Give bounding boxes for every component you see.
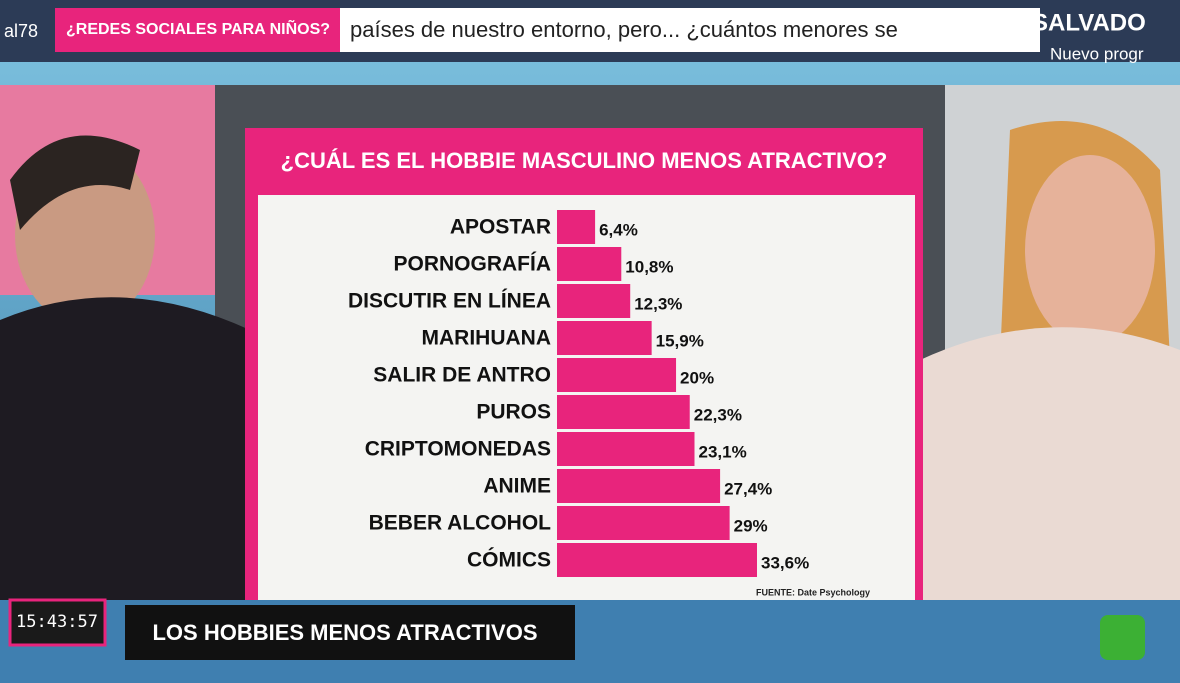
topic-box: [55, 8, 340, 52]
category-label: DISCUTIR EN LÍNEA: [348, 290, 551, 313]
clock: 15:43:57: [16, 612, 98, 632]
program-sub: Nuevo progr: [1050, 44, 1144, 63]
category-label: PUROS: [476, 401, 551, 424]
chart-title: ¿CUÁL ES EL HOBBIE MASCULINO MENOS ATRAC…: [281, 148, 888, 173]
bar: [557, 395, 690, 429]
bars: APOSTAR 6,4% PORNOGRAFÍA 10,8% DISCUTIR EN L…: [348, 210, 809, 577]
category-label: CRIPTOMONEDAS: [365, 438, 551, 461]
category-label: SALIR DE ANTRO: [373, 364, 551, 387]
category-label: CÓMICS: [467, 548, 551, 572]
value-label: 15,9%: [656, 331, 704, 350]
caption: LOS HOBBIES MENOS ATRACTIVOS: [152, 620, 537, 645]
value-label: 33,6%: [761, 553, 809, 572]
person-body: [915, 327, 1180, 610]
category-label: BEBER ALCOHOL: [369, 512, 552, 535]
bar: [557, 506, 730, 540]
ticker-box: [340, 8, 1040, 52]
bar: [557, 469, 721, 503]
value-label: 29%: [734, 516, 768, 535]
caption-box: [125, 605, 575, 660]
bar: [557, 321, 652, 355]
bar: [557, 210, 596, 244]
bar: [557, 284, 631, 318]
category-label: ANIME: [483, 475, 551, 498]
person-hair: [10, 135, 140, 230]
topic: ¿REDES SOCIALES PARA NIÑOS?: [66, 18, 330, 38]
category-label: PORNOGRAFÍA: [394, 253, 552, 276]
bar: [557, 543, 757, 577]
value-label: 12,3%: [634, 294, 682, 313]
bar: [557, 358, 677, 392]
value-label: 22,3%: [694, 405, 742, 424]
value-label: 20%: [680, 368, 714, 387]
value-label: 6,4%: [599, 220, 638, 239]
program: SALVADO: [1032, 9, 1146, 36]
category-label: MARIHUANA: [422, 327, 552, 350]
clock-box: [8, 598, 107, 647]
source-note: FUENTE: Date Psychology: [756, 587, 870, 597]
value-label: 27,4%: [724, 479, 772, 498]
person-head: [1025, 155, 1155, 345]
person-body: [0, 297, 260, 620]
category-label: APOSTAR: [450, 216, 551, 239]
bar: [557, 247, 622, 281]
value-label: 23,1%: [699, 442, 747, 461]
bar: [557, 432, 695, 466]
ticker: países de nuestro entorno, pero... ¿cuán…: [350, 17, 898, 42]
channel: al78: [4, 21, 38, 41]
channel-logo: [1100, 615, 1145, 660]
value-label: 10,8%: [625, 257, 673, 276]
